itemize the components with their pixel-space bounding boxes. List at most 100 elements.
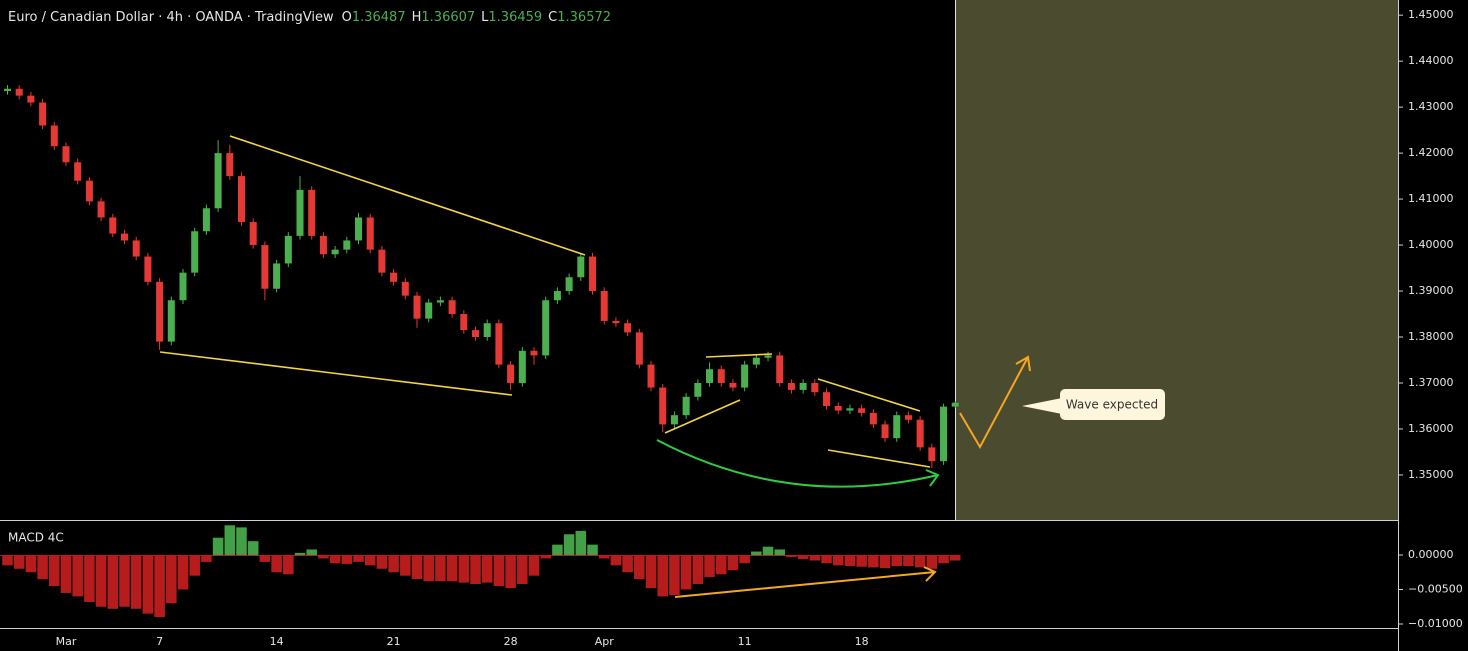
y-tick-label: 1.41000 <box>1408 192 1454 205</box>
ohlc-letter: H <box>412 10 422 25</box>
macd-bar <box>727 554 739 571</box>
trend-line <box>664 399 741 434</box>
candle-body <box>413 295 421 319</box>
candle-body <box>50 125 58 147</box>
candle-body <box>191 231 199 273</box>
x-tick-label: 11 <box>738 635 752 648</box>
candle-body <box>951 402 959 407</box>
symbol-title: Euro / Canadian Dollar · 4h · OANDA · Tr… <box>8 10 334 25</box>
macd-bar <box>388 554 399 573</box>
candle-body <box>448 300 456 315</box>
macd-bar <box>353 554 364 562</box>
macd-bar <box>37 554 48 580</box>
y-tick-label: 1.44000 <box>1408 54 1454 67</box>
candle-body <box>27 95 35 103</box>
candle-body <box>553 291 561 301</box>
candle-body <box>483 323 491 338</box>
macd-bar <box>341 554 353 564</box>
candle-body <box>296 189 304 236</box>
candle-body <box>401 281 409 296</box>
macd-bar <box>610 554 622 566</box>
macd-bar <box>95 554 107 607</box>
candle-body <box>132 240 140 257</box>
macd-bar <box>329 554 341 564</box>
macd-bar <box>634 554 645 580</box>
macd-bar <box>903 554 914 567</box>
x-tick-label: Apr <box>595 635 615 648</box>
candle-body <box>366 217 374 250</box>
macd-bar <box>552 544 563 555</box>
candle-body <box>752 357 760 365</box>
macd-title: MACD 4C <box>8 531 64 545</box>
candle-body <box>85 180 93 202</box>
candle-body <box>565 277 573 292</box>
candle-body <box>764 355 772 358</box>
candle-body <box>706 369 714 383</box>
macd-bar <box>575 530 587 555</box>
candle-body <box>834 405 842 411</box>
candle-body <box>589 256 597 292</box>
candle-body <box>881 424 889 439</box>
candle-body <box>940 406 948 462</box>
macd-bar <box>774 549 786 555</box>
candle-body <box>472 330 480 338</box>
candle-body <box>729 382 737 388</box>
candle-body <box>787 382 795 390</box>
candle-body <box>284 235 292 264</box>
macd-bar <box>107 554 119 609</box>
macd-bar <box>13 554 25 569</box>
macd-bar <box>517 554 528 584</box>
x-tick-label: Mar <box>56 635 77 648</box>
candle-body <box>202 208 210 232</box>
macd-bar <box>949 554 961 561</box>
y-tick-label: 1.40000 <box>1408 238 1454 251</box>
macd-bar <box>692 554 704 584</box>
callout-text: Wave expected <box>1066 398 1158 412</box>
x-tick-label: 14 <box>270 635 284 648</box>
candle-body <box>916 419 924 448</box>
macd-bar <box>60 554 72 593</box>
macd-bar <box>130 554 142 609</box>
candle-body <box>670 415 678 425</box>
macd-bar <box>84 554 95 602</box>
candle-body <box>869 412 877 425</box>
macd-bar <box>236 527 247 555</box>
x-tick-label: 7 <box>156 635 163 648</box>
candle-body <box>249 222 257 246</box>
macd-bar <box>247 541 259 555</box>
candle-body <box>3 88 11 92</box>
macd-bar <box>400 554 411 576</box>
macd-bar <box>411 554 423 580</box>
macd-bar <box>435 554 446 582</box>
macd-bar <box>25 554 37 573</box>
y-tick-label: 1.35000 <box>1408 468 1454 481</box>
candle-body <box>928 447 936 462</box>
candle-body <box>682 396 690 416</box>
candle-body <box>156 281 164 342</box>
macd-bar <box>166 554 177 604</box>
candle-body <box>273 263 281 289</box>
ohlc-value: 1.36487 <box>352 10 406 25</box>
y-tick-label: 1.36000 <box>1408 422 1454 435</box>
macd-bar <box>376 554 388 569</box>
candle-body <box>612 320 620 324</box>
macd-bar <box>493 554 505 587</box>
macd-bar <box>306 549 317 555</box>
candle-body <box>717 369 725 383</box>
candle-body <box>354 217 363 241</box>
macd-bar <box>2 554 13 566</box>
candle-body <box>97 201 105 218</box>
macd-bar <box>528 554 540 576</box>
macd-bar <box>119 554 130 607</box>
macd-bar <box>587 544 598 555</box>
candle-body <box>214 153 222 209</box>
trend-line <box>827 449 931 468</box>
ohlc-value: 1.36607 <box>421 10 475 25</box>
macd-bar <box>294 552 306 555</box>
macd-bar <box>259 554 271 562</box>
candle-body <box>343 240 351 250</box>
macd-bar <box>49 554 60 587</box>
y-tick-label: −0.00500 <box>1408 582 1463 595</box>
wave-arrow <box>959 355 1031 450</box>
